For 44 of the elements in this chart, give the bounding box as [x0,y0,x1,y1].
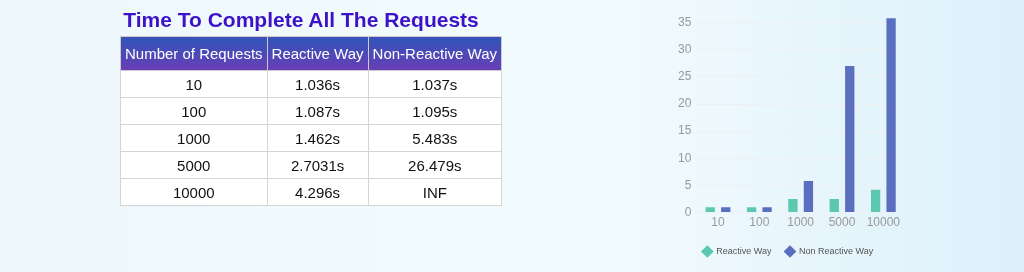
bar [845,66,855,213]
data-label: 1.087s [267,97,369,125]
y-tick-label: 10 [677,150,692,165]
y-tick-label: 0 [684,204,692,219]
x-tick-label: 1000 [787,215,815,230]
bar [705,207,715,213]
text: Non-Reactive Way [368,36,502,71]
legend-label: Reactive Way [716,245,772,256]
y-tick-label: 25 [677,69,692,84]
text: Time To Complete All The Requests [122,8,480,32]
y-tick-label: 35 [677,14,692,29]
series-label: Reactive Way [267,36,369,71]
text: Number of Requests [120,36,268,71]
bar [746,207,757,213]
legend-label: Non Reactive Way [798,245,874,256]
x-tick-label: 5000 [828,215,856,230]
data-label: INF [368,178,502,206]
bar [721,207,731,213]
data-label: 1.037s [368,70,502,98]
x-tick-label: 10000 [866,215,901,230]
data-label: 1.095s [368,97,502,125]
bar [762,207,772,213]
category-label: 10 [120,70,268,98]
data-label: 1.036s [267,70,369,98]
x-tick-label: 100 [749,215,770,230]
category-label: 1000 [120,124,268,152]
data-label: 26.479s [368,151,502,179]
bar [829,199,839,213]
bar [886,18,896,213]
category-label: 5000 [120,151,268,179]
category-label: 100 [120,97,268,125]
y-tick-label: 15 [677,123,692,138]
y-tick-label: 30 [677,42,692,57]
data-label: 5.483s [368,124,502,152]
category-label: 10000 [120,178,268,206]
data-label: 2.7031s [267,151,369,179]
y-tick-label: 20 [677,96,692,111]
x-tick-label: 10 [711,215,726,230]
y-tick-label: 5 [684,177,692,192]
bar [788,199,798,213]
bar [803,181,814,213]
data-label: 4.296s [267,178,369,206]
bar [870,189,881,213]
data-label: 1.462s [267,124,369,152]
